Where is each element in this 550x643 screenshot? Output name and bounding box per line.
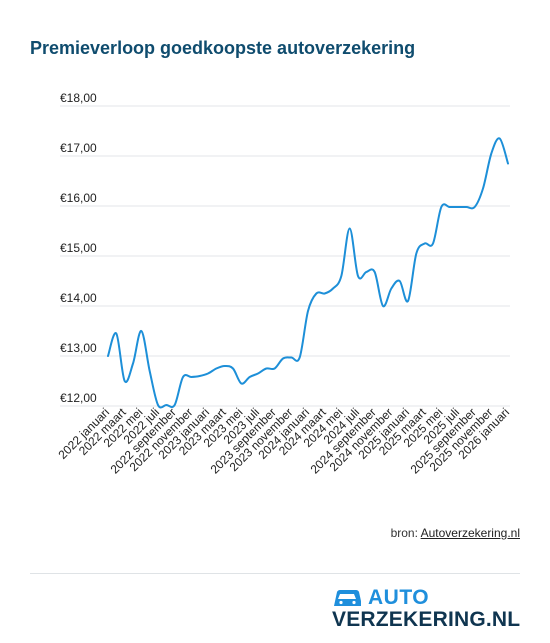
data-point: [314, 291, 319, 296]
car-icon: [334, 590, 361, 606]
data-point: [439, 205, 444, 210]
y-tick-label: €12,00: [60, 391, 97, 405]
data-point: [322, 291, 327, 296]
data-point: [247, 375, 252, 380]
data-point: [281, 356, 286, 361]
data-point: [189, 375, 194, 380]
data-point: [406, 299, 411, 304]
y-tick-label: €18,00: [60, 91, 97, 105]
data-point: [389, 286, 394, 291]
data-point: [206, 371, 211, 376]
data-point: [422, 241, 427, 246]
data-point: [264, 366, 269, 371]
data-point: [306, 309, 311, 314]
source-note: bron: Autoverzekering.nl: [391, 526, 520, 540]
data-point: [372, 270, 377, 275]
data-point: [139, 329, 144, 334]
data-point: [122, 379, 127, 384]
line-chart: €18,00 €17,00 €16,00 €15,00 €14,00 €13,00 €12,…: [56, 91, 513, 477]
data-point: [456, 205, 461, 210]
data-point: [114, 331, 119, 336]
data-point: [347, 226, 352, 231]
data-point: [431, 241, 436, 246]
data-point: [289, 355, 294, 360]
data-point: [489, 151, 494, 156]
data-point: [239, 381, 244, 386]
logo-top-row: AUTO: [332, 586, 430, 609]
data-point: [364, 270, 369, 275]
data-point: [497, 136, 502, 141]
brand-logo[interactable]: AUTO VERZEKERING.NL: [332, 586, 521, 632]
y-tick-label: €13,00: [60, 341, 97, 355]
data-point: [297, 355, 302, 360]
y-tick-label: €14,00: [60, 291, 97, 305]
data-point: [131, 361, 136, 366]
data-point: [164, 403, 169, 408]
y-axis-ticks: €18,00 €17,00 €16,00 €15,00 €14,00 €13,00 €12,…: [60, 91, 97, 405]
data-point: [381, 304, 386, 309]
data-point: [339, 274, 344, 279]
gridlines: [60, 105, 510, 407]
data-point: [506, 161, 511, 166]
data-points: [106, 136, 511, 408]
source-prefix: bron:: [390, 526, 421, 540]
data-point: [222, 364, 227, 369]
data-point: [272, 366, 277, 371]
premium-series-line: [107, 137, 509, 409]
divider: [30, 573, 520, 574]
source-link[interactable]: Autoverzekering.nl: [420, 526, 520, 540]
data-point: [147, 369, 152, 374]
logo-auto-text: AUTO: [368, 586, 430, 609]
data-point: [472, 205, 477, 210]
data-point: [197, 374, 202, 379]
data-point: [447, 205, 452, 210]
data-point: [356, 274, 361, 279]
data-point: [214, 366, 219, 371]
chart-title: Premieverloop goedkoopste autoverzekerin…: [30, 38, 416, 58]
y-tick-label: €17,00: [60, 141, 97, 155]
y-tick-label: €15,00: [60, 241, 97, 255]
data-point: [397, 279, 402, 284]
y-tick-label: €16,00: [60, 191, 97, 205]
data-point: [231, 366, 236, 371]
data-point: [156, 403, 161, 408]
data-point: [172, 403, 177, 408]
data-point: [331, 286, 336, 291]
data-point: [414, 251, 419, 256]
data-point: [464, 205, 469, 210]
logo-verzekering-text: VERZEKERING.NL: [332, 608, 521, 631]
data-point: [181, 375, 186, 380]
data-point: [481, 186, 486, 191]
data-point: [106, 354, 111, 359]
data-point: [256, 371, 261, 376]
